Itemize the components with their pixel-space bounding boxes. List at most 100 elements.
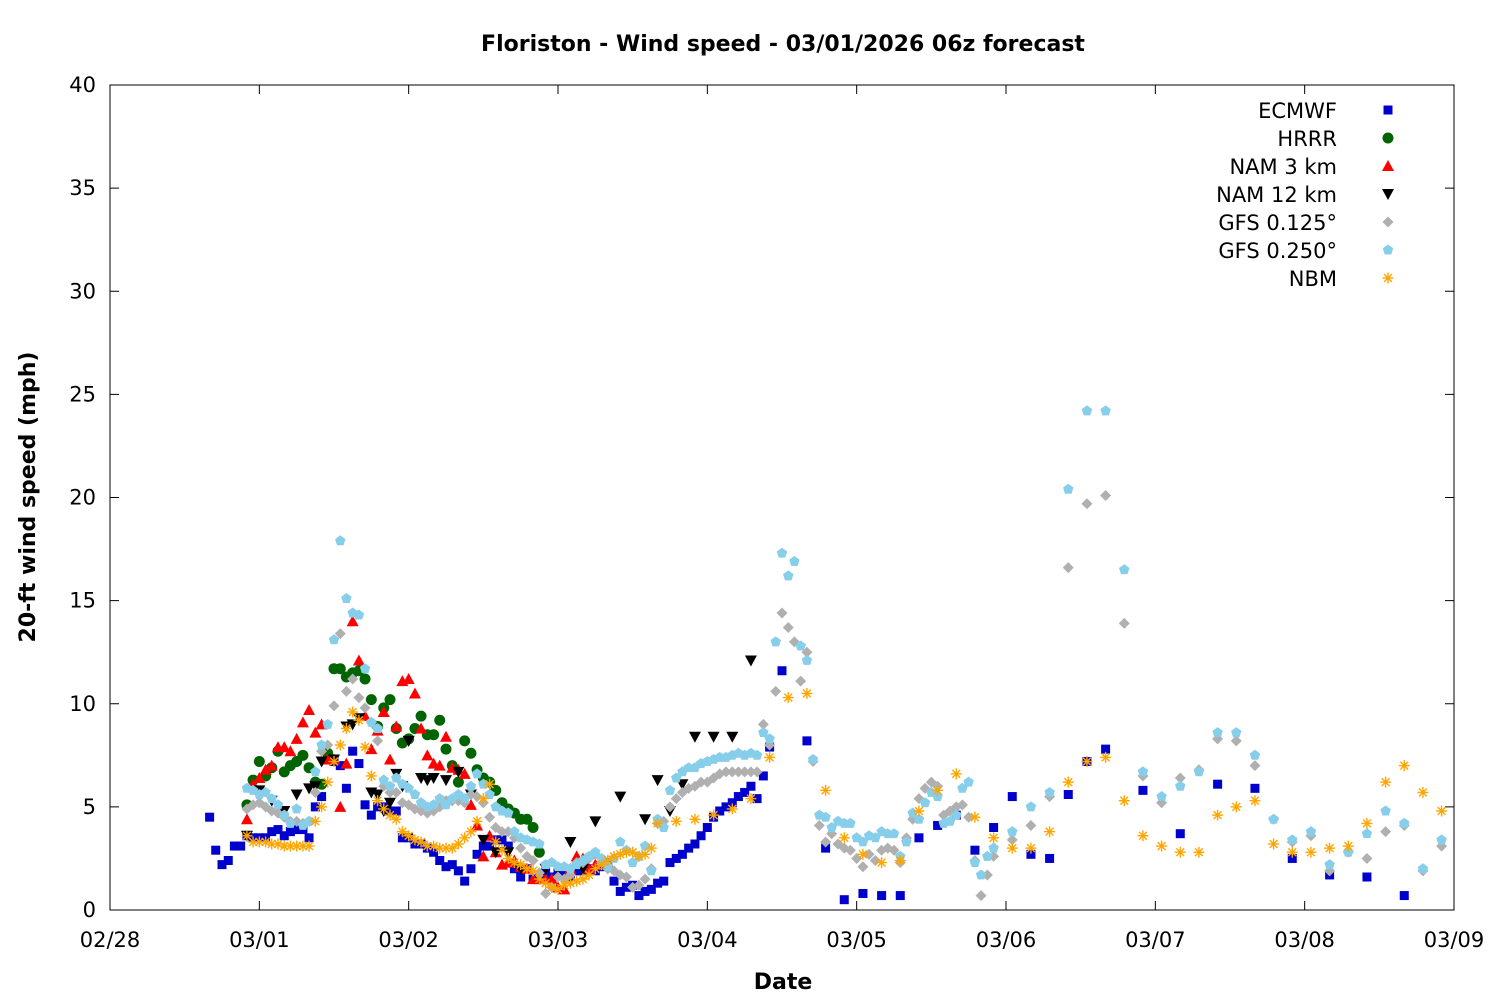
- data-point: [272, 799, 284, 810]
- x-tick-label: 03/01: [229, 928, 290, 952]
- data-point: [527, 865, 539, 877]
- data-point: [359, 741, 371, 753]
- data-point: [485, 841, 495, 851]
- data-point: [721, 802, 731, 812]
- data-point: [1417, 786, 1429, 798]
- data-point: [285, 817, 296, 828]
- data-point: [1436, 805, 1448, 817]
- data-point: [572, 866, 582, 876]
- data-point: [715, 806, 725, 816]
- data-point: [459, 793, 470, 804]
- data-point: [1380, 805, 1391, 816]
- data-point: [1342, 840, 1354, 852]
- data-point: [497, 835, 507, 845]
- data-point: [801, 687, 813, 699]
- data-point: [820, 784, 832, 796]
- data-point: [913, 805, 925, 817]
- data-point: [279, 809, 290, 820]
- data-point: [240, 813, 253, 825]
- data-point: [253, 772, 266, 783]
- data-point: [502, 852, 514, 864]
- data-point: [1062, 562, 1074, 574]
- data-point: [315, 756, 328, 768]
- data-point: [533, 873, 545, 885]
- data-point: [265, 759, 278, 771]
- data-point: [969, 811, 981, 823]
- data-point: [408, 687, 421, 699]
- data-point: [391, 772, 402, 783]
- data-point: [950, 768, 962, 780]
- legend-label: ECMWF: [1258, 99, 1337, 123]
- data-point: [744, 655, 757, 667]
- data-point: [354, 759, 364, 769]
- y-tick-label: 0: [83, 898, 96, 922]
- data-point: [1081, 498, 1093, 510]
- data-point: [297, 749, 309, 761]
- data-point: [285, 827, 295, 837]
- data-point: [334, 663, 346, 675]
- data-point: [1361, 817, 1373, 829]
- data-point: [963, 776, 974, 787]
- data-point: [633, 879, 645, 891]
- data-point: [484, 811, 496, 823]
- data-point: [365, 694, 377, 706]
- data-point: [695, 776, 707, 788]
- data-point: [365, 770, 377, 782]
- data-point: [447, 860, 457, 870]
- data-point: [914, 833, 924, 843]
- data-point: [975, 869, 987, 880]
- data-point: [975, 890, 987, 902]
- data-point: [782, 692, 794, 704]
- data-point: [335, 535, 346, 546]
- data-point: [527, 855, 539, 866]
- legend-marker: [1382, 160, 1394, 171]
- data-point: [670, 815, 682, 827]
- data-point: [453, 866, 463, 876]
- data-point: [913, 813, 925, 824]
- data-point: [589, 863, 601, 875]
- data-point: [802, 736, 812, 746]
- data-point: [659, 876, 669, 886]
- data-point: [770, 685, 782, 697]
- data-point: [384, 753, 396, 765]
- data-point: [352, 654, 365, 666]
- data-point: [465, 747, 477, 759]
- data-point: [310, 766, 321, 777]
- data-point: [1213, 779, 1223, 789]
- data-point: [664, 801, 676, 813]
- data-point: [309, 726, 322, 738]
- data-point: [1287, 853, 1297, 863]
- data-point: [1174, 846, 1186, 858]
- data-point: [521, 813, 533, 825]
- data-point: [1286, 846, 1298, 858]
- data-point: [646, 865, 657, 876]
- data-point: [415, 722, 428, 734]
- data-point: [452, 776, 464, 788]
- legend-marker: [1382, 272, 1394, 284]
- data-point: [1174, 772, 1186, 784]
- data-point: [957, 782, 968, 793]
- x-tick-labels: 02/28 03/01 03/02 03/03 03/04 03/05 03/06 03/07…: [80, 928, 1485, 952]
- data-point: [465, 826, 477, 838]
- data-point: [484, 789, 495, 799]
- data-point: [515, 842, 527, 854]
- data-point: [1398, 760, 1410, 772]
- data-point: [390, 813, 402, 825]
- data-point: [527, 822, 539, 833]
- data-point: [1230, 735, 1242, 747]
- data-point: [1324, 859, 1335, 870]
- legend-marker: [1382, 189, 1394, 200]
- data-point: [509, 864, 519, 874]
- data-point: [801, 654, 813, 665]
- data-point: [503, 841, 513, 851]
- data-point: [472, 849, 482, 859]
- data-point: [751, 766, 763, 778]
- legend-marker: [1383, 105, 1393, 115]
- y-tick-label: 15: [69, 589, 96, 613]
- data-point: [440, 743, 452, 755]
- data-point: [895, 891, 905, 901]
- data-point: [1044, 826, 1056, 838]
- data-point: [1007, 792, 1017, 802]
- data-point: [933, 820, 943, 830]
